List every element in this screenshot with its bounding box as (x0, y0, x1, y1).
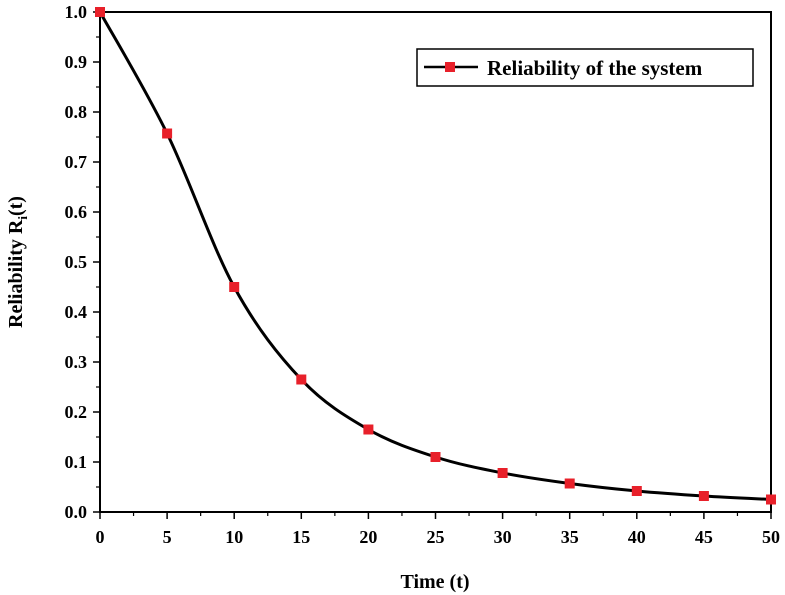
y-tick-label: 1.0 (65, 2, 88, 22)
data-point-marker (430, 452, 441, 462)
x-tick-label: 10 (225, 527, 243, 547)
data-point-marker (95, 7, 105, 17)
data-point-marker (162, 128, 173, 139)
x-tick-label: 35 (561, 527, 579, 547)
x-tick-label: 5 (163, 527, 172, 547)
data-point-marker (698, 491, 709, 501)
y-tick-label: 0.1 (65, 452, 88, 472)
data-point-marker (766, 494, 776, 505)
data-point-marker (296, 374, 307, 385)
legend: Reliability of the system (416, 48, 754, 87)
x-axis-ticks: 0 5 10 15 20 25 30 35 40 45 50 (96, 512, 780, 547)
x-tick-label: 20 (359, 527, 377, 547)
y-tick-label: 0.5 (65, 252, 88, 272)
series-line (98, 11, 772, 501)
y-tick-label: 0.8 (65, 102, 88, 122)
y-tick-label: 0.9 (65, 52, 88, 72)
y-axis-title-subscript: i (15, 216, 30, 220)
y-axis-title-suffix: (t) (5, 196, 27, 216)
x-tick-label: 45 (695, 527, 713, 547)
y-tick-label: 0.6 (65, 202, 88, 222)
x-tick-label: 15 (292, 527, 310, 547)
x-axis-title: Time (t) (400, 571, 469, 593)
series-layer (95, 7, 776, 505)
legend-marker (445, 62, 455, 72)
y-tick-label: 0.3 (65, 352, 88, 372)
x-tick-label: 25 (427, 527, 445, 547)
data-point-marker (564, 478, 575, 489)
data-point-marker (497, 468, 508, 478)
x-tick-label: 0 (96, 527, 105, 547)
data-point-marker (363, 424, 374, 435)
x-tick-label: 30 (494, 527, 512, 547)
y-tick-label: 0.0 (65, 502, 88, 522)
y-tick-label: 0.2 (65, 402, 88, 422)
data-point-marker (229, 282, 240, 292)
y-tick-label: 0.4 (65, 302, 88, 322)
y-axis-ticks: 0.0 0.1 0.2 0.3 0.4 0.5 0.6 0.7 0.8 0.9 1.0 (65, 2, 100, 522)
x-tick-label: 50 (762, 527, 780, 547)
x-tick-label: 40 (628, 527, 646, 547)
y-tick-label: 0.7 (65, 152, 88, 172)
y-axis-title-main: Reliability R (5, 219, 27, 328)
y-axis-title: Reliability Ri(t) (5, 196, 30, 328)
data-point-marker (631, 486, 642, 496)
plot-frame (99, 11, 772, 513)
legend-label: Reliability of the system (487, 56, 703, 80)
